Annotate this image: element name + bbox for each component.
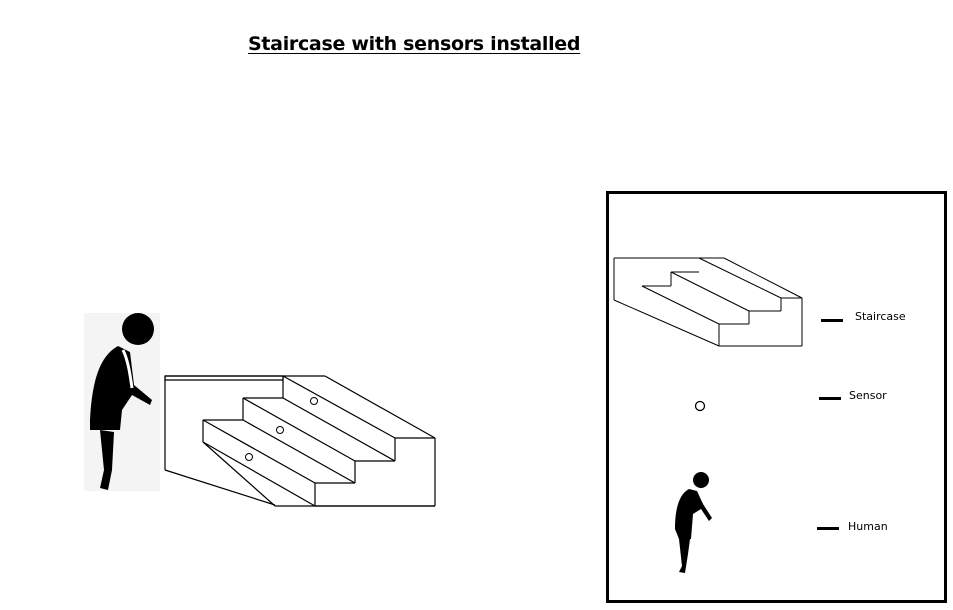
- staircase-icon: [613, 257, 803, 347]
- human-torso: [90, 346, 152, 430]
- legend-box: Staircase Sensor Human: [606, 191, 947, 603]
- legend-dash-sensor: [819, 397, 841, 400]
- sensor-icon: [694, 400, 706, 412]
- legend-label-human: Human: [848, 520, 888, 533]
- human-leg: [100, 430, 114, 490]
- legend-dash-human: [817, 527, 839, 530]
- sensor-marker-2: [276, 426, 284, 434]
- legend-dash-staircase: [821, 319, 843, 322]
- human-figure: [90, 313, 154, 490]
- sensor-marker-3: [245, 453, 253, 461]
- human-arm-line: [121, 349, 134, 389]
- staircase: [164, 375, 436, 507]
- human-icon: [675, 472, 712, 573]
- diagram-title: Staircase with sensors installed: [248, 33, 581, 55]
- legend-svg: [613, 257, 803, 573]
- sensor-marker-1: [310, 397, 318, 405]
- human-head: [122, 313, 154, 345]
- legend-label-sensor: Sensor: [849, 389, 887, 402]
- legend-label-staircase: Staircase: [855, 310, 906, 323]
